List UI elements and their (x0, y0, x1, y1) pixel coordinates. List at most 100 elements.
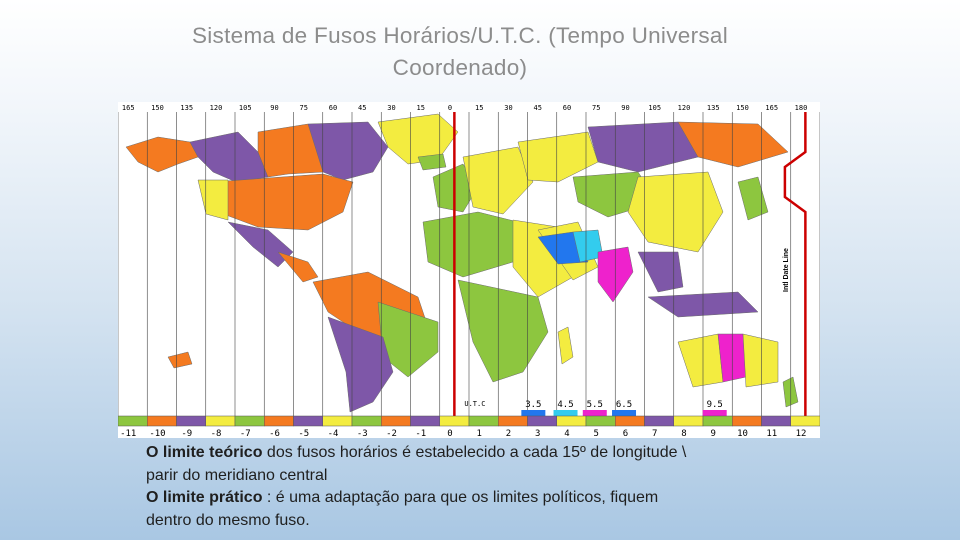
offset-color-band (293, 415, 323, 427)
offset-label: 0 (447, 429, 452, 438)
longitude-label: 30 (504, 104, 512, 112)
longitude-label: 135 (707, 104, 720, 112)
map-annotations: Intl Date Line U.T.C 3.5 4.5 5.5 6.5 9.5 (464, 248, 790, 416)
offset-label: -7 (240, 429, 251, 438)
offset-label: -1 (415, 429, 426, 438)
longitude-label: 60 (563, 104, 571, 112)
half-offset-marker (612, 410, 637, 416)
half-offset-label: 6.5 (616, 400, 632, 410)
offset-label: -11 (120, 429, 136, 438)
longitude-label: 45 (358, 104, 366, 112)
practical-limit-line-2: dentro do mesmo fuso. (146, 511, 310, 529)
practical-limit-description: : é uma adaptação para que os limites po… (262, 489, 659, 506)
offset-label: 5 (594, 429, 599, 438)
offset-color-band (264, 415, 294, 427)
longitude-label: 90 (621, 104, 629, 112)
offset-label: 7 (652, 429, 657, 438)
offset-color-band (439, 415, 470, 427)
offset-color-band (498, 415, 528, 427)
longitude-label: 165 (765, 104, 778, 112)
half-offset-marker (521, 410, 546, 416)
greenland (377, 113, 459, 165)
offset-color-band (585, 415, 616, 427)
explanation-text: O limite teórico dos fusos horários é es… (146, 442, 786, 532)
offset-label: 10 (737, 429, 748, 438)
offset-color-band (205, 415, 236, 427)
longitude-labels: 165 150 135 120 105 90 75 60 45 30 15 0 15 30 45 60 75 90… (122, 104, 807, 112)
longitude-label: 30 (387, 104, 395, 112)
utc-label: U.T.C (464, 400, 485, 408)
half-offset-label: 5.5 (587, 400, 603, 410)
longitude-label: 120 (678, 104, 691, 112)
japan (737, 176, 769, 221)
south-america-s (327, 316, 394, 413)
half-offset-marker (553, 410, 578, 416)
longitude-label: 165 (122, 104, 135, 112)
offset-color-band (527, 415, 557, 427)
australia-w (677, 333, 724, 388)
term-theoretical-limit: O limite teórico (146, 444, 263, 461)
longitude-label: 15 (475, 104, 483, 112)
offset-color-band (234, 415, 265, 427)
offset-color-band (322, 415, 353, 427)
russia-c (587, 121, 699, 173)
offset-label: 12 (796, 429, 807, 438)
offset-label: 3 (535, 429, 540, 438)
china (627, 171, 724, 253)
half-offset-label: 9.5 (707, 400, 723, 410)
longitude-label: 45 (534, 104, 542, 112)
paragraph-theoretical-limit: O limite teórico dos fusos horários é es… (146, 442, 786, 465)
meridian-grid (118, 112, 820, 416)
longitude-label: 75 (592, 104, 600, 112)
africa-nw (422, 211, 519, 278)
longitude-label: 135 (180, 104, 193, 112)
longitude-label: 120 (210, 104, 223, 112)
offset-label: 9 (711, 429, 716, 438)
international-date-line (783, 112, 807, 416)
longitude-label: 90 (270, 104, 278, 112)
offset-color-band (673, 415, 704, 427)
offset-color-band (147, 415, 177, 427)
slide-title-line-2: Coordenado) (392, 55, 528, 80)
offset-label: 1 (477, 429, 482, 438)
antarctic-islands (167, 351, 193, 369)
utc-offset-legend: -11 -10 -9 -8 -7 -6 -5 -4 -3 -2 -1 0 1 2 3 4 5 6 7 8 9 10 11 12 (118, 415, 820, 438)
half-offset-label: 4.5 (557, 400, 573, 410)
paragraph-practical-limit: O limite prático : é uma adaptação para … (146, 487, 786, 510)
offset-label: 8 (681, 429, 686, 438)
offset-label: -3 (357, 429, 368, 438)
offset-color-band (176, 415, 206, 427)
offset-color-band (118, 415, 148, 427)
madagascar (557, 326, 574, 365)
longitude-label: 105 (239, 104, 252, 112)
offset-color-band (702, 415, 733, 427)
offset-label: 6 (623, 429, 628, 438)
offset-color-band (732, 415, 762, 427)
theoretical-limit-line-2: parir do meridiano central (146, 466, 328, 484)
offset-label: -4 (328, 429, 339, 438)
world-time-zone-map: Intl Date Line U.T.C 3.5 4.5 5.5 6.5 9.5 165 15… (118, 102, 820, 438)
africa-s (457, 279, 549, 383)
offset-label: -10 (149, 429, 165, 438)
offset-color-band (351, 415, 382, 427)
offset-label: -9 (181, 429, 192, 438)
longitude-label: 0 (448, 104, 452, 112)
continents (125, 113, 799, 413)
offset-color-band (381, 415, 411, 427)
theoretical-limit-description: dos fusos horários é estabelecido a cada… (262, 444, 687, 461)
offset-color-band (468, 415, 499, 427)
longitude-label: 60 (329, 104, 337, 112)
iceland (417, 153, 447, 171)
half-offset-marker (582, 410, 607, 416)
slide-title: Sistema de Fusos Horários/U.T.C. (Tempo … (150, 20, 770, 84)
half-offset-marker (702, 410, 727, 416)
usa-west (197, 179, 229, 221)
slide-title-line-1: Sistema de Fusos Horários/U.T.C. (Tempo … (191, 23, 729, 48)
longitude-label: 180 (795, 104, 808, 112)
offset-color-band (761, 415, 791, 427)
offset-label: -6 (269, 429, 280, 438)
russia-e (677, 121, 789, 168)
usa (212, 173, 354, 231)
alaska (125, 136, 199, 173)
